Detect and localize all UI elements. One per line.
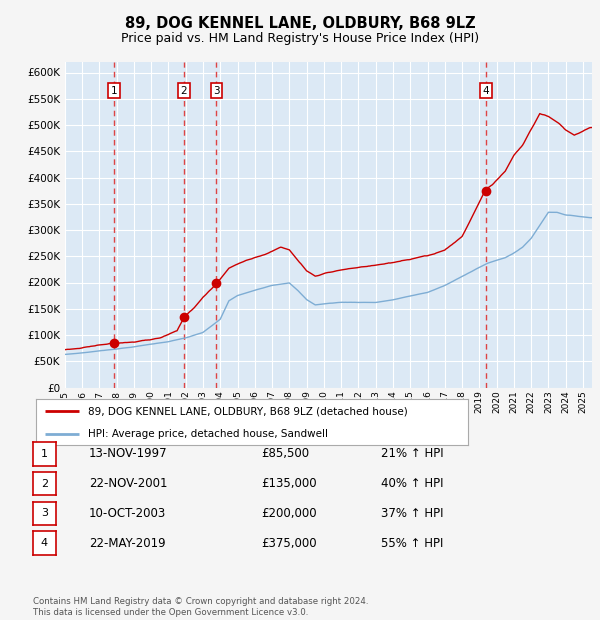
Text: 1: 1 <box>111 86 118 96</box>
Text: 3: 3 <box>213 86 220 96</box>
Text: £200,000: £200,000 <box>261 507 317 520</box>
Text: 2: 2 <box>41 479 48 489</box>
Text: 22-NOV-2001: 22-NOV-2001 <box>89 477 167 490</box>
Text: 3: 3 <box>41 508 48 518</box>
Text: 2: 2 <box>181 86 187 96</box>
Text: 40% ↑ HPI: 40% ↑ HPI <box>381 477 443 490</box>
Text: Price paid vs. HM Land Registry's House Price Index (HPI): Price paid vs. HM Land Registry's House … <box>121 32 479 45</box>
Text: 22-MAY-2019: 22-MAY-2019 <box>89 537 166 549</box>
Text: £375,000: £375,000 <box>261 537 317 549</box>
Text: £135,000: £135,000 <box>261 477 317 490</box>
Text: 13-NOV-1997: 13-NOV-1997 <box>89 448 167 460</box>
Text: 4: 4 <box>483 86 490 96</box>
Text: 21% ↑ HPI: 21% ↑ HPI <box>381 448 443 460</box>
Text: 89, DOG KENNEL LANE, OLDBURY, B68 9LZ (detached house): 89, DOG KENNEL LANE, OLDBURY, B68 9LZ (d… <box>88 406 407 416</box>
Text: 55% ↑ HPI: 55% ↑ HPI <box>381 537 443 549</box>
Text: £85,500: £85,500 <box>261 448 309 460</box>
Text: 4: 4 <box>41 538 48 548</box>
Text: HPI: Average price, detached house, Sandwell: HPI: Average price, detached house, Sand… <box>88 430 328 440</box>
Text: Contains HM Land Registry data © Crown copyright and database right 2024.
This d: Contains HM Land Registry data © Crown c… <box>33 598 368 617</box>
Text: 1: 1 <box>41 449 48 459</box>
Text: 10-OCT-2003: 10-OCT-2003 <box>89 507 166 520</box>
Text: 89, DOG KENNEL LANE, OLDBURY, B68 9LZ: 89, DOG KENNEL LANE, OLDBURY, B68 9LZ <box>125 16 475 30</box>
Text: 37% ↑ HPI: 37% ↑ HPI <box>381 507 443 520</box>
